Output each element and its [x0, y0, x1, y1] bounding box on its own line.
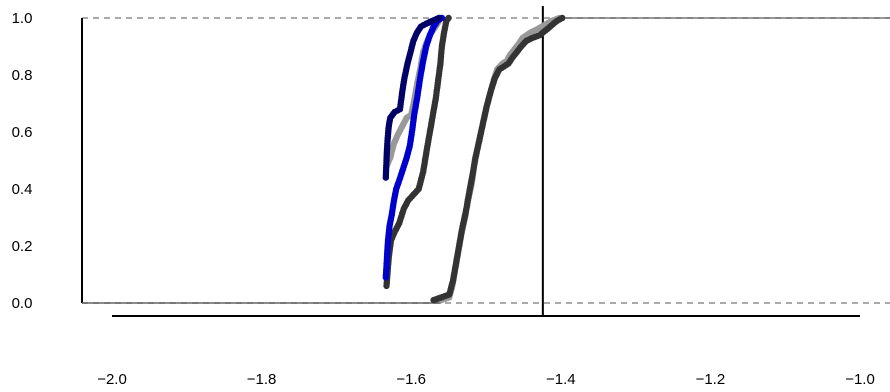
series-1-point-133	[559, 14, 566, 22]
x-tick-label-3: −1.4	[546, 371, 576, 388]
axes	[81, 6, 890, 317]
x-tick-label-5: −1.0	[845, 371, 875, 388]
series-3-point-115	[445, 14, 452, 22]
y-tick-label-4: 0.8	[12, 67, 33, 84]
x-tick-label-4: −1.2	[696, 371, 726, 388]
series-4	[382, 14, 446, 281]
x-tick-label-2: −1.6	[396, 371, 426, 388]
reference-lines	[82, 17, 890, 304]
tick-labels: 0.0 0.2 0.4 0.6 0.8 1.0 −2.0 −1.8 −1.6 −1.4 −1.2 −1…	[12, 10, 875, 388]
y-tick-label-2: 0.4	[12, 181, 33, 198]
series-3	[383, 14, 452, 290]
y-tick-label-1: 0.2	[12, 238, 33, 255]
cdf-step-line-top	[553, 17, 890, 22]
y-tick-label-0: 0.0	[12, 295, 33, 312]
series-layer	[382, 14, 566, 304]
y-tick-label-3: 0.6	[12, 124, 33, 141]
x-tick-label-1: −1.8	[247, 371, 277, 388]
series-5-point-74	[435, 14, 443, 22]
series-5	[382, 14, 443, 181]
y-tick-label-5: 1.0	[12, 10, 33, 27]
x-tick-label-0: −2.0	[97, 371, 127, 388]
series-1	[430, 14, 566, 304]
